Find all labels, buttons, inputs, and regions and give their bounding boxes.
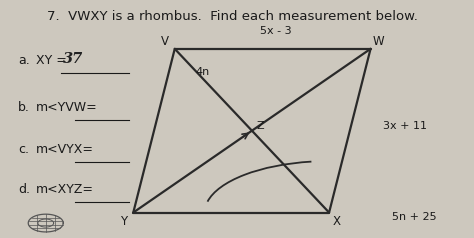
Text: Y: Y [119, 215, 127, 228]
Text: d.: d. [18, 183, 30, 196]
Text: 4n: 4n [195, 67, 210, 77]
Text: XY =: XY = [36, 54, 71, 67]
Text: X: X [332, 215, 340, 228]
Text: Z: Z [256, 121, 264, 131]
Text: V: V [161, 35, 169, 48]
Text: 5n + 25: 5n + 25 [392, 212, 437, 222]
Text: m<YVW=: m<YVW= [36, 101, 97, 114]
Text: 7.  VWXY is a rhombus.  Find each measurement below.: 7. VWXY is a rhombus. Find each measurem… [47, 10, 418, 23]
Text: 3x + 11: 3x + 11 [383, 121, 427, 131]
Text: b.: b. [18, 101, 30, 114]
Text: m<XYZ=: m<XYZ= [36, 183, 93, 196]
Text: a.: a. [18, 54, 30, 67]
Text: m<VYX=: m<VYX= [36, 143, 93, 156]
Text: 37: 37 [63, 52, 83, 66]
Text: W: W [373, 35, 385, 48]
Text: 5x - 3: 5x - 3 [260, 26, 292, 36]
Text: c.: c. [18, 143, 29, 156]
